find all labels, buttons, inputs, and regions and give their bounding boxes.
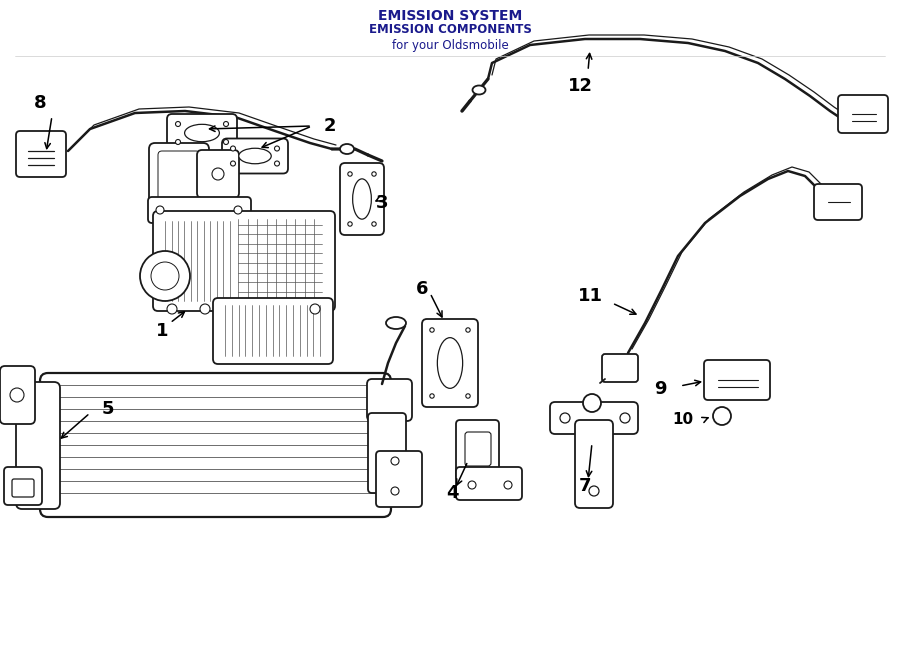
Circle shape: [310, 304, 320, 314]
Text: 7: 7: [579, 477, 591, 495]
FancyBboxPatch shape: [422, 319, 478, 407]
FancyBboxPatch shape: [4, 467, 42, 505]
Circle shape: [430, 394, 434, 398]
Circle shape: [176, 122, 181, 126]
FancyBboxPatch shape: [456, 467, 522, 500]
FancyBboxPatch shape: [40, 373, 391, 517]
Circle shape: [140, 251, 190, 301]
Ellipse shape: [353, 179, 372, 219]
Circle shape: [274, 161, 280, 166]
Circle shape: [347, 222, 352, 226]
Circle shape: [430, 328, 434, 332]
FancyBboxPatch shape: [158, 151, 200, 203]
Ellipse shape: [472, 85, 485, 95]
Text: 8: 8: [33, 94, 46, 112]
FancyBboxPatch shape: [376, 451, 422, 507]
FancyBboxPatch shape: [16, 382, 60, 509]
FancyBboxPatch shape: [465, 432, 491, 466]
Circle shape: [151, 262, 179, 290]
Circle shape: [466, 328, 470, 332]
Text: for your Oldsmobile: for your Oldsmobile: [392, 39, 508, 52]
Circle shape: [713, 407, 731, 425]
Circle shape: [372, 222, 376, 226]
Circle shape: [560, 413, 570, 423]
Text: 3: 3: [376, 194, 388, 212]
Circle shape: [200, 304, 210, 314]
Circle shape: [223, 122, 229, 126]
FancyBboxPatch shape: [167, 114, 237, 152]
Circle shape: [372, 172, 376, 176]
Circle shape: [466, 394, 470, 398]
FancyBboxPatch shape: [602, 354, 638, 382]
Text: EMISSION SYSTEM: EMISSION SYSTEM: [378, 9, 522, 23]
FancyBboxPatch shape: [0, 366, 35, 424]
FancyBboxPatch shape: [838, 95, 888, 133]
Circle shape: [391, 457, 399, 465]
Text: 6: 6: [416, 280, 428, 298]
Circle shape: [583, 394, 601, 412]
Circle shape: [347, 172, 352, 176]
FancyBboxPatch shape: [340, 163, 384, 235]
Text: 9: 9: [653, 380, 666, 398]
Ellipse shape: [437, 338, 463, 389]
Circle shape: [234, 206, 242, 214]
FancyBboxPatch shape: [368, 413, 406, 493]
Ellipse shape: [184, 124, 220, 141]
Circle shape: [167, 304, 177, 314]
FancyBboxPatch shape: [149, 143, 209, 215]
FancyBboxPatch shape: [16, 131, 66, 177]
Text: 1: 1: [156, 322, 168, 340]
FancyBboxPatch shape: [213, 298, 333, 364]
Ellipse shape: [340, 144, 354, 154]
Ellipse shape: [386, 317, 406, 329]
Circle shape: [212, 168, 224, 180]
Circle shape: [230, 161, 236, 166]
FancyBboxPatch shape: [456, 420, 499, 480]
Text: 10: 10: [672, 412, 693, 426]
Text: 11: 11: [578, 287, 602, 305]
Circle shape: [230, 146, 236, 151]
Circle shape: [391, 487, 399, 495]
Circle shape: [620, 413, 630, 423]
Text: 4: 4: [446, 484, 458, 502]
Circle shape: [10, 388, 24, 402]
Circle shape: [176, 139, 181, 145]
Circle shape: [223, 139, 229, 145]
Circle shape: [274, 146, 280, 151]
FancyBboxPatch shape: [704, 360, 770, 400]
FancyBboxPatch shape: [367, 379, 412, 421]
Circle shape: [589, 486, 599, 496]
FancyBboxPatch shape: [12, 479, 34, 497]
Ellipse shape: [238, 148, 271, 164]
Text: 5: 5: [102, 400, 114, 418]
FancyBboxPatch shape: [575, 420, 613, 508]
FancyBboxPatch shape: [814, 184, 862, 220]
Text: EMISSION COMPONENTS: EMISSION COMPONENTS: [369, 23, 531, 36]
FancyBboxPatch shape: [197, 150, 239, 198]
FancyBboxPatch shape: [153, 211, 335, 311]
Text: 2: 2: [324, 117, 337, 135]
Circle shape: [156, 206, 164, 214]
Circle shape: [504, 481, 512, 489]
FancyBboxPatch shape: [148, 197, 251, 223]
Text: 12: 12: [568, 77, 592, 95]
FancyBboxPatch shape: [222, 139, 288, 173]
FancyBboxPatch shape: [550, 402, 638, 434]
Circle shape: [468, 481, 476, 489]
